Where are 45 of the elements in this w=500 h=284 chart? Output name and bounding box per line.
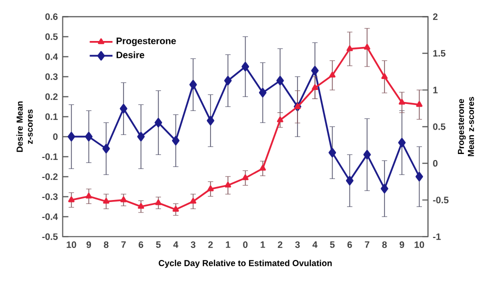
x-tick-label: 6 [347,241,352,248]
x-tick-label: 3 [295,241,300,248]
x-tick-label: 1 [226,241,230,248]
x-axis-title: Cycle Day Relative to Estimated Ovulation [158,260,332,268]
x-tick-label: 2 [278,241,282,248]
x-tick-label: 8 [382,241,387,248]
y2-tick-label: 2 [433,13,438,20]
y-tick-label: 0 [53,133,58,140]
y2-tick-label: 1.5 [433,50,446,57]
x-tick-label: 7 [121,241,126,248]
y-tick-label: -0.5 [42,233,58,240]
x-tick-label: 3 [190,241,196,248]
x-tick-label: 4 [173,241,178,248]
y-tick-label: 0.4 [45,53,58,60]
y2-tick-label: 1 [433,86,438,94]
x-tick-label: 9 [86,241,91,248]
x-tick-label: 8 [104,241,108,248]
legend-label: Desire [116,51,144,58]
x-tick-label: 6 [138,241,144,248]
y2-tick-label: 0.5 [433,123,446,130]
y-tick-label: -0.2 [42,173,58,180]
y-tick-label: -0.1 [42,153,58,160]
x-tick-label: 5 [156,241,161,248]
y2-tick-label: -1 [433,233,441,240]
x-tick-label: 10 [66,241,76,248]
legend-label: Progesterone [116,38,176,46]
x-tick-label: 5 [330,241,335,248]
y-tick-label: 0.1 [45,113,58,120]
y-tick-label: 0.2 [45,93,58,100]
x-tick-label: 1 [260,241,266,248]
y-tick-label: 0.5 [45,33,58,40]
x-tick-label: 0 [243,241,248,248]
y-tick-label: 0.6 [45,13,58,20]
y2-tick-label: -0.5 [433,196,449,204]
x-tick-label: 2 [208,241,213,248]
y2-axis-title: Progesterone Mean z-scores [458,96,474,156]
y-tick-label: -0.4 [42,213,58,220]
y-tick-label: -0.3 [42,193,58,200]
x-tick-label: 10 [414,241,424,248]
y-axis-title: Desire Mean z-scores [16,101,33,152]
y2-tick-label: 0 [433,160,438,167]
x-tick-label: 7 [364,241,370,248]
y-tick-label: 0.3 [45,73,58,80]
x-tick-label: 9 [400,241,404,248]
x-tick-label: 4 [312,241,318,248]
